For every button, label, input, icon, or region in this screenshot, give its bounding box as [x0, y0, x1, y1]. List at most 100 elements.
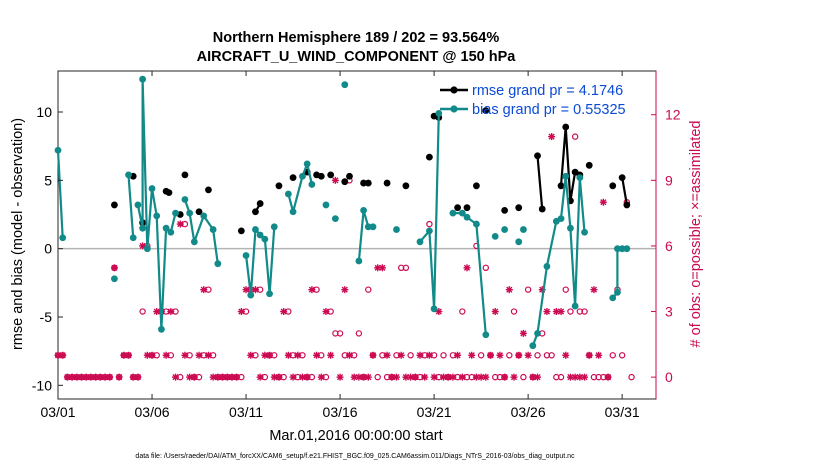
bias-point: [266, 290, 273, 298]
obs-assimilated-stroke: [369, 352, 377, 359]
bias-point: [200, 212, 208, 220]
obs-assimilated-stroke: [341, 286, 348, 293]
obs-assimilated-stroke: [101, 374, 109, 381]
obs-assimilated-stroke: [590, 286, 598, 293]
rmse-point: [454, 204, 462, 212]
bias-point: [425, 227, 433, 235]
y2-tick-label: 6: [665, 238, 673, 254]
obs-assimilated-marker: [242, 286, 250, 294]
obs-assimilated-marker: [204, 351, 212, 359]
bias-point: [562, 172, 570, 180]
obs-assimilated-stroke: [431, 374, 438, 381]
rmse-line: [621, 177, 628, 206]
obs-assimilated-marker: [430, 373, 438, 381]
obs-assimilated-marker: [501, 373, 509, 381]
obs-assimilated-marker: [336, 373, 344, 381]
obs-assimilated-stroke: [275, 374, 283, 381]
rmse-point: [585, 161, 593, 169]
obs-assimilated-stroke: [520, 330, 527, 337]
obs-assimilated-marker: [534, 373, 542, 381]
rmse-line: [536, 155, 544, 210]
obs-assimilated-stroke: [562, 352, 569, 359]
obs-assimilated-stroke: [454, 352, 461, 359]
obs-assimilated-marker: [383, 351, 391, 359]
y2-tick-label: 9: [665, 172, 673, 188]
obs-possible-marker: [374, 373, 381, 381]
rmse-point: [111, 201, 118, 209]
obs-assimilated-stroke: [492, 308, 499, 315]
rmse-point: [557, 182, 565, 190]
bias-point: [364, 223, 372, 231]
obs-assimilated-stroke: [252, 286, 259, 293]
rmse-point: [402, 182, 410, 190]
bias-point: [186, 209, 194, 217]
obs-assimilated-stroke: [163, 352, 170, 359]
rmse-point: [473, 182, 480, 190]
rmse-point: [346, 172, 353, 180]
rmse-point: [360, 179, 367, 187]
obs-assimilated-marker: [519, 329, 527, 337]
obs-assimilated-stroke: [280, 308, 287, 315]
rmse-point: [364, 179, 372, 187]
footnote: data file: /Users/raeder/DAI/ATM_forcXX/…: [135, 453, 575, 460]
bias-point: [614, 245, 621, 253]
rmse-point: [562, 123, 570, 131]
obs-assimilated-marker: [487, 351, 495, 359]
bias-point: [190, 238, 198, 246]
obs-assimilated-marker: [421, 373, 429, 381]
obs-assimilated-stroke: [242, 286, 250, 293]
x-tick-label: 03/11: [229, 404, 263, 420]
obs-assimilated-marker: [378, 264, 386, 272]
obs-assimilated-marker: [289, 373, 297, 381]
obs-possible-marker: [628, 373, 635, 381]
chart-subtitle: AIRCRAFT_U_WIND_COMPONENT @ 150 hPa: [197, 49, 517, 65]
obs-assimilated-marker: [411, 373, 419, 381]
rmse-point: [237, 227, 245, 235]
obs-assimilated-marker: [82, 373, 90, 381]
legend-bias-label: bias grand pr = 0.55325: [472, 102, 626, 118]
obs-possible-marker: [534, 352, 541, 359]
x-tick-label: 03/21: [417, 404, 452, 420]
obs-assimilated-stroke: [572, 374, 579, 381]
rmse-point: [275, 182, 283, 190]
obs-assimilated-marker: [237, 308, 245, 316]
obs-assimilated-stroke: [78, 374, 85, 381]
bias-point: [491, 232, 499, 240]
obs-assimilated-marker: [200, 286, 208, 294]
obs-assimilated-marker: [392, 373, 400, 381]
y2-tick-label: 12: [665, 107, 681, 123]
obs-assimilated-stroke: [379, 264, 386, 271]
x-axis: 03/01 03/06 03/11 03/16 03/21 03/26 03/31: [40, 71, 640, 420]
obs-possible-marker: [139, 308, 146, 315]
obs-assimilated-stroke: [567, 374, 574, 381]
obs-assimilated-stroke: [271, 374, 278, 381]
obs-assimilated-stroke: [407, 374, 414, 381]
obs-assimilated-marker: [266, 351, 274, 359]
obs-assimilated-marker: [491, 308, 499, 316]
obs-assimilated-marker: [106, 373, 114, 381]
obs-assimilated-marker: [543, 308, 551, 316]
obs-possible-marker: [440, 352, 447, 359]
obs-assimilated-marker: [440, 373, 448, 381]
bias-point: [289, 208, 297, 216]
obs-assimilated-stroke: [327, 352, 334, 359]
obs-assimilated-stroke: [116, 374, 123, 381]
obs-assimilated-stroke: [553, 308, 560, 315]
y-tick-label: 5: [44, 172, 52, 188]
rmse-point: [623, 201, 631, 209]
obs-assimilated-stroke: [351, 374, 358, 381]
obs-assimilated-marker: [322, 308, 330, 316]
bias-point: [322, 201, 330, 209]
obs-assimilated-marker: [313, 351, 321, 359]
y2-axis-label: # of obs: o=possible; ×=assimilated: [688, 121, 704, 348]
obs-assimilated-marker: [562, 351, 570, 359]
obs-assimilated-marker: [181, 351, 189, 359]
bias-point: [430, 305, 438, 313]
obs-assimilated-stroke: [289, 374, 297, 381]
bias-point: [614, 289, 621, 296]
obs-assimilated-stroke: [106, 374, 113, 381]
bias-point: [172, 209, 179, 217]
obs-assimilated-stroke: [64, 374, 71, 381]
obs-assimilated-stroke: [548, 133, 555, 140]
obs-assimilated-marker: [280, 308, 288, 316]
